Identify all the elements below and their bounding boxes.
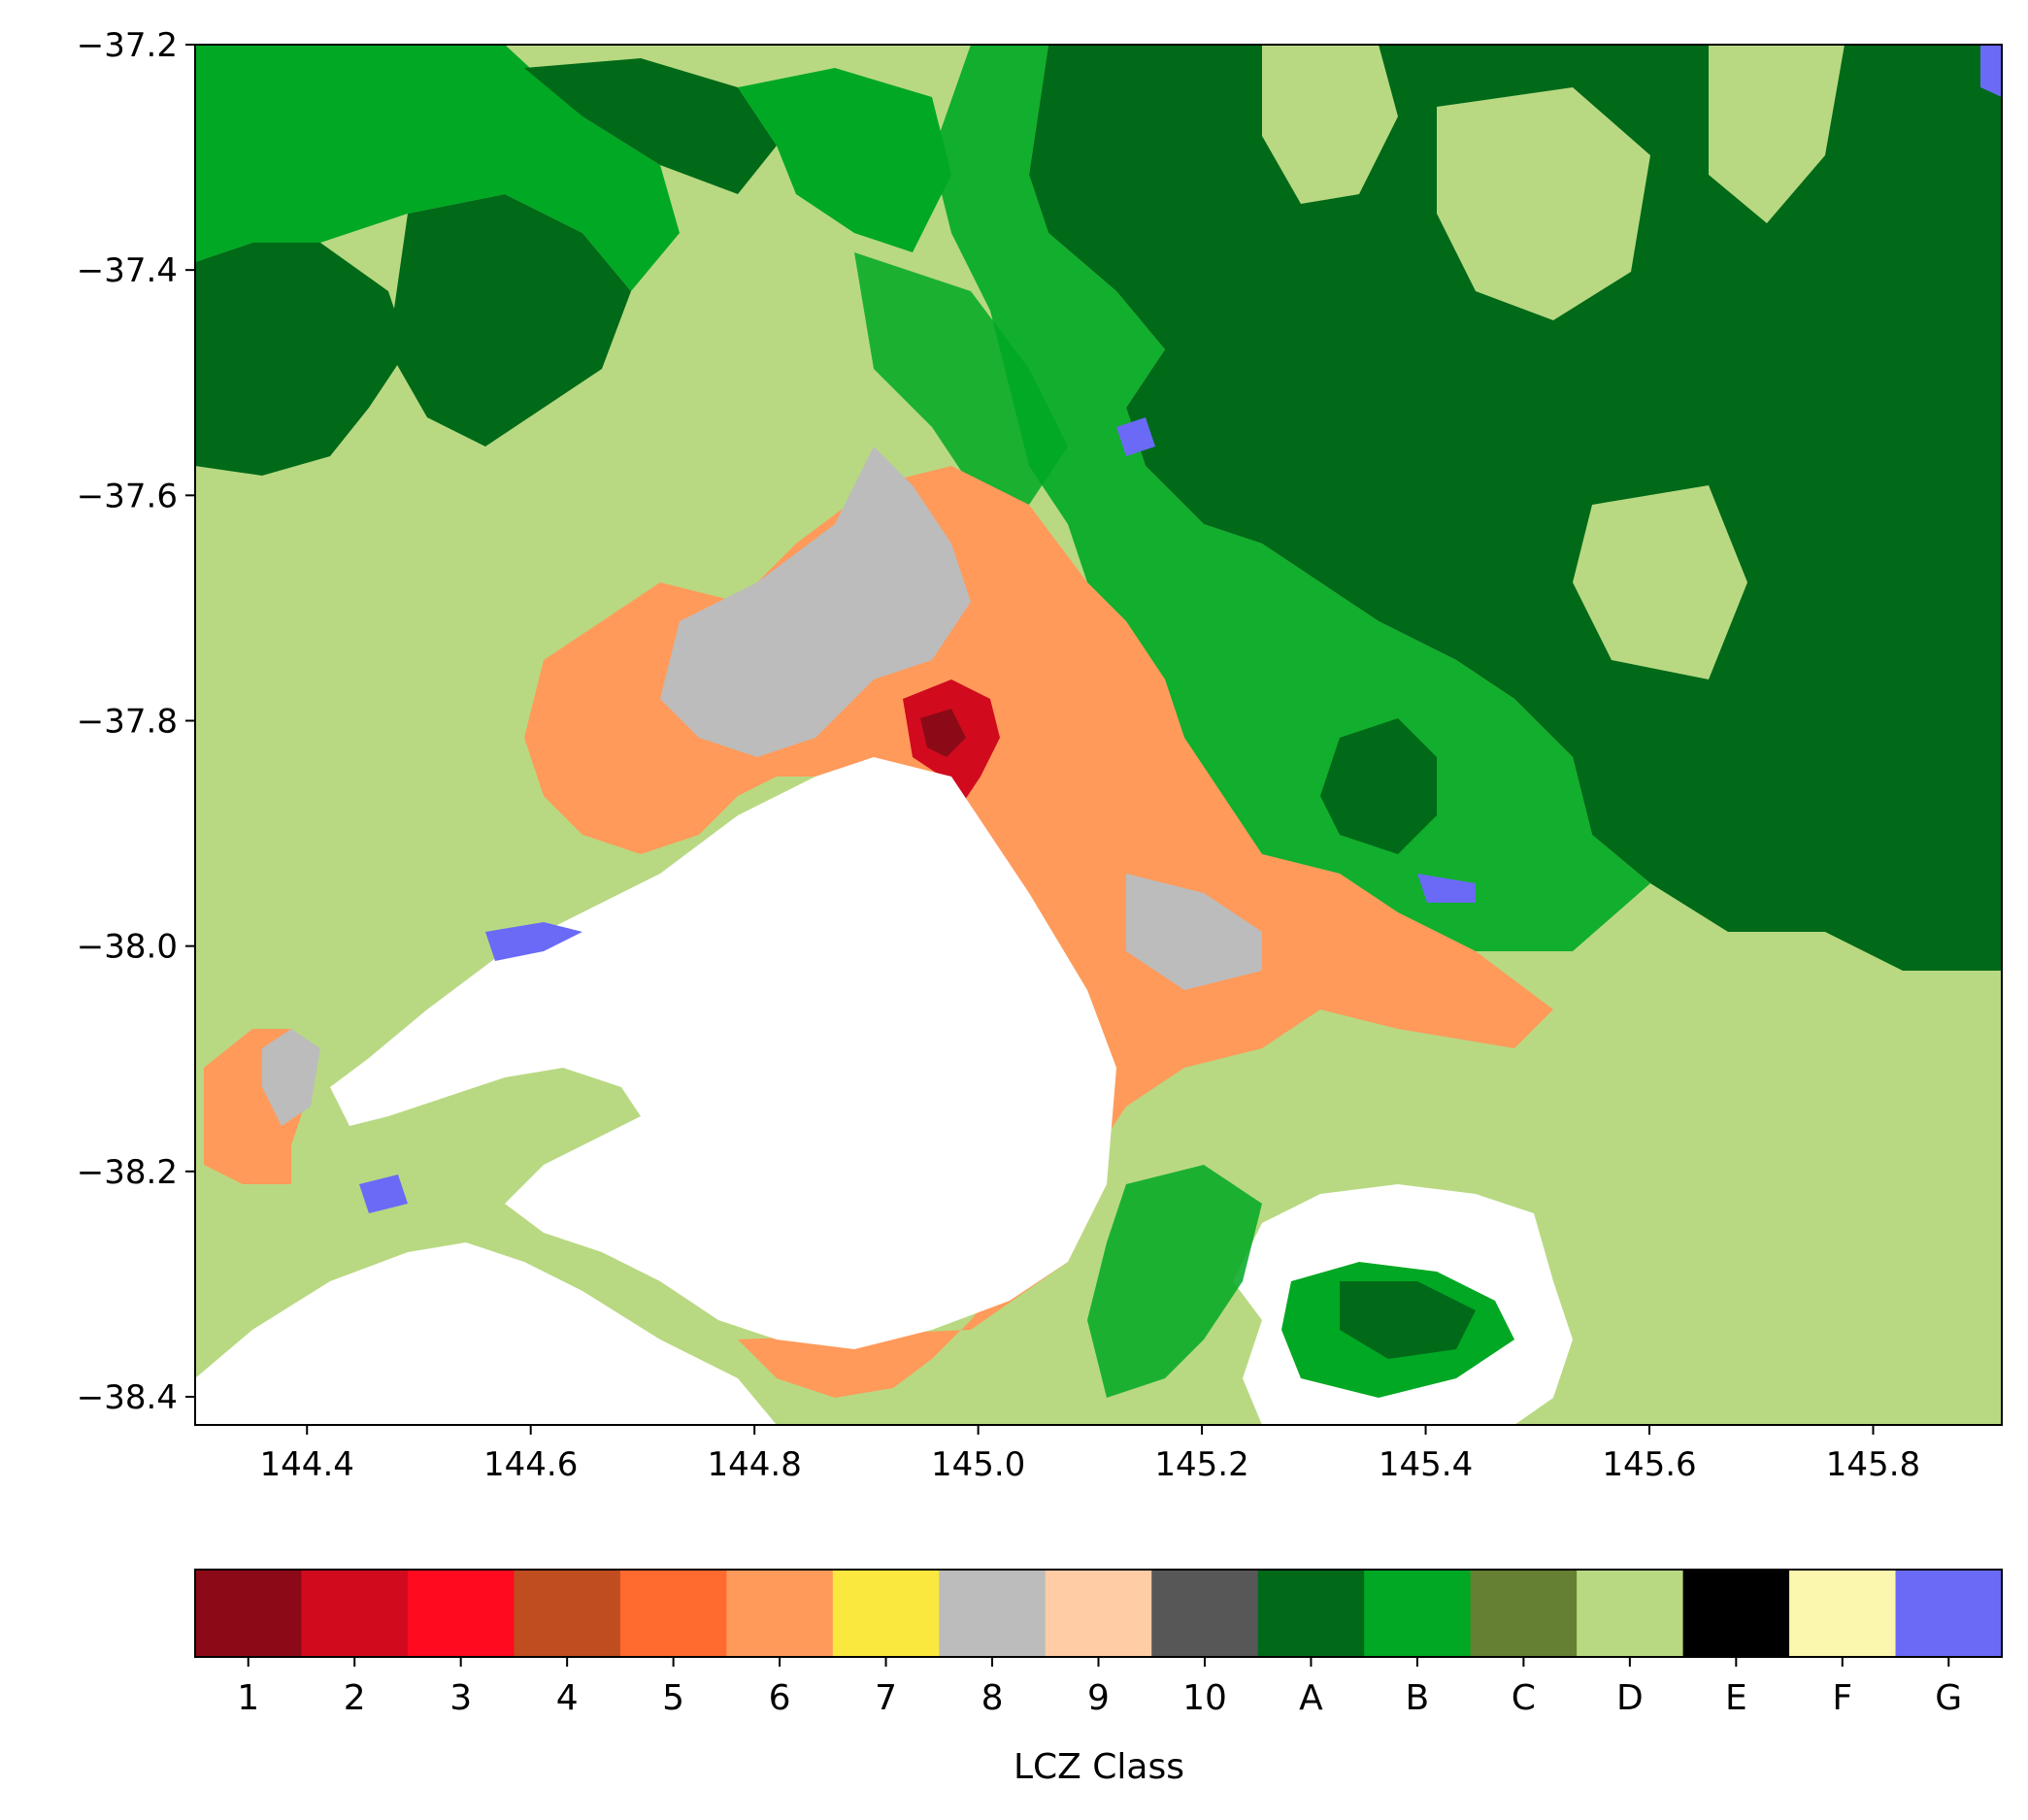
colorbar-swatch-d [1577,1570,1683,1657]
colorbar-swatch-c [1471,1570,1578,1657]
y-tick-label: −37.2 [77,26,178,65]
colorbar-swatch-6 [726,1570,833,1657]
colorbar-swatch-3 [408,1570,515,1657]
colorbar-tick-label: C [1512,1678,1536,1718]
colorbar-swatch-g [1896,1570,2003,1657]
y-tick-label: −38.4 [77,1378,178,1417]
colorbar-swatch-8 [939,1570,1046,1657]
colorbar-title: LCZ Class [1014,1747,1184,1787]
x-tick-label: 145.6 [1602,1445,1696,1484]
y-tick-label: −37.4 [77,251,178,290]
colorbar-tick-label: F [1832,1678,1852,1718]
colorbar-swatch-f [1789,1570,1896,1657]
x-tick-label: 144.6 [483,1445,578,1484]
colorbar-swatch-2 [301,1570,408,1657]
x-tick-label: 145.0 [931,1445,1025,1484]
lcz-colorbar: 1 2 3 4 5 6 7 8 9 10 A B C D E F G [195,1570,2003,1718]
colorbar-swatch-1 [195,1570,302,1657]
x-axis-ticks: 144.4 144.6 144.8 145.0 145.2 145.4 145.6 145.8 [260,1425,1921,1484]
x-tick-label: 144.4 [260,1445,354,1484]
y-tick-label: −38.2 [77,1153,178,1192]
x-tick-label: 145.8 [1826,1445,1920,1484]
colorbar-tick-label: A [1299,1678,1323,1718]
colorbar-tick-label: 6 [769,1678,791,1718]
colorbar-tick-label: B [1406,1678,1430,1718]
colorbar-swatch-b [1364,1570,1471,1657]
colorbar-swatch-9 [1046,1570,1152,1657]
y-tick-label: −37.6 [77,477,178,515]
colorbar-tick-label: D [1616,1678,1644,1718]
colorbar-tick-label: 4 [556,1678,579,1718]
colorbar-swatch-a [1258,1570,1365,1657]
x-tick-label: 144.8 [707,1445,801,1484]
colorbar-swatch-e [1683,1570,1790,1657]
colorbar-tick-label: 1 [237,1678,259,1718]
colorbar-tick-label: 3 [449,1678,472,1718]
colorbar-tick-label: 9 [1087,1678,1110,1718]
colorbar-tick-label: 10 [1182,1678,1227,1718]
x-tick-label: 145.4 [1379,1445,1473,1484]
colorbar-tick-label: 8 [981,1678,1004,1718]
x-tick-label: 145.2 [1154,1445,1248,1484]
y-tick-label: −38.0 [77,928,178,967]
colorbar-tick-label: 7 [875,1678,897,1718]
lcz-map [195,45,2002,1425]
y-tick-label: −37.8 [77,702,178,741]
colorbar-swatch-7 [833,1570,940,1657]
colorbar-swatch-5 [620,1570,727,1657]
colorbar-tick-label: G [1935,1678,1962,1718]
colorbar-tick-label: 2 [344,1678,366,1718]
y-axis-ticks: −37.2 −37.4 −37.6 −37.8 −38.0 −38.2 −38.4 [77,26,195,1417]
colorbar-tick-label: 5 [662,1678,684,1718]
colorbar-tick-label: E [1725,1678,1747,1718]
colorbar-swatch-10 [1151,1570,1258,1657]
colorbar-swatch-4 [514,1570,620,1657]
